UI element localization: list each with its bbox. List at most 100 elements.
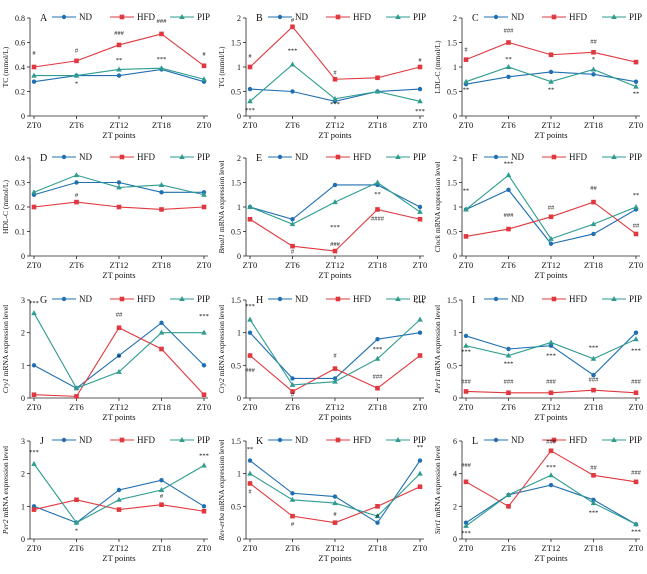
data-point-pip xyxy=(31,72,37,78)
data-point-pip xyxy=(590,221,597,227)
significance-annotation: ## xyxy=(548,204,555,211)
data-point-nd xyxy=(74,180,79,185)
data-point-hfd xyxy=(633,479,639,485)
legend-marker-pip xyxy=(395,296,401,301)
y-tick-label: 2 xyxy=(453,14,457,23)
data-point-hfd xyxy=(375,504,380,509)
y-tick-label: 1.5 xyxy=(447,179,457,188)
significance-annotation: ## xyxy=(590,38,597,45)
significance-annotation: *** xyxy=(546,352,556,359)
panel-g: 0 1 2 3 ZT0 ZT6 ZT12 ZT18 ZT0 ZT points Cry1 mRNA … xyxy=(1,294,211,422)
significance-annotation: ** xyxy=(633,90,640,97)
x-axis-title: ZT points xyxy=(318,130,351,140)
legend-marker-nd xyxy=(277,154,283,160)
data-point-nd xyxy=(290,89,295,94)
legend-label-hfd: HFD xyxy=(137,294,156,304)
data-point-hfd xyxy=(591,50,596,55)
significance-annotation: ### xyxy=(504,379,515,386)
data-point-nd xyxy=(506,74,511,80)
y-axis-title-gene: Sirt1 xyxy=(433,519,442,534)
data-point-pip xyxy=(463,206,469,212)
significance-annotation: *** xyxy=(546,464,556,471)
x-axis-title: ZT points xyxy=(102,553,135,563)
x-tick-label: ZT0 xyxy=(27,260,42,270)
legend-marker-pip xyxy=(179,437,185,442)
x-tick-label: ZT0 xyxy=(459,543,474,553)
significance-annotation: ** xyxy=(463,87,470,94)
significance-annotation: *** xyxy=(415,300,425,307)
legend-marker-hfd xyxy=(119,437,125,443)
data-point-hfd xyxy=(506,390,511,396)
data-point-pip xyxy=(505,352,512,358)
significance-annotation: ### xyxy=(461,462,472,469)
y-tick-label: 2 xyxy=(237,14,241,23)
data-point-nd xyxy=(591,372,596,378)
x-tick-label: ZT12 xyxy=(326,543,345,553)
significance-annotation: *** xyxy=(330,101,340,108)
significance-annotation: # xyxy=(333,69,337,76)
significance-annotation: ### xyxy=(245,367,256,374)
x-tick-label: ZT0 xyxy=(197,120,212,130)
x-tick-label: ZT12 xyxy=(326,260,345,270)
legend-marker-hfd xyxy=(119,154,125,160)
y-tick-label: 1 xyxy=(21,502,25,511)
panel-e: 0 0.5 1 1.5 2 ZT0 ZT6 ZT12 ZT18 ZT0 ZT points Bmal1… xyxy=(217,152,427,280)
legend-label-nd: ND xyxy=(295,294,308,304)
y-tick-label: 1 xyxy=(237,470,241,479)
x-tick-label: ZT12 xyxy=(110,260,129,270)
panel-k: 0 0.5 1 1.5 ZT0 ZT6 ZT12 ZT18 ZT0 ZT points Rev-er… xyxy=(217,435,427,563)
legend-marker-nd xyxy=(493,154,499,160)
legend-label-hfd: HFD xyxy=(353,294,372,304)
legend-label-nd: ND xyxy=(511,435,524,445)
x-tick-label: ZT18 xyxy=(368,402,387,412)
significance-annotation: *** xyxy=(631,528,641,535)
y-axis-title: Clock mRNA expression level xyxy=(433,161,442,252)
significance-annotation: ### xyxy=(114,30,125,37)
significance-annotation: ### xyxy=(504,28,515,35)
significance-annotation: ** xyxy=(505,56,512,63)
y-tick-label: 0 xyxy=(21,535,25,544)
legend-marker-nd xyxy=(493,14,499,20)
legend-label-pip: PIP xyxy=(413,12,426,22)
y-tick-label: 2 xyxy=(237,154,241,163)
y-axis-title-gene: Cry1 xyxy=(1,378,10,393)
data-point-nd xyxy=(247,86,253,92)
significance-annotation: ### xyxy=(631,379,642,386)
x-tick-label: ZT12 xyxy=(542,120,561,130)
y-tick-label: 6 xyxy=(453,437,457,446)
x-tick-label: ZT0 xyxy=(243,120,258,130)
y-axis-title-rest: mRNA expression level xyxy=(433,305,442,379)
y-tick-label: 0.1 xyxy=(15,228,25,237)
y-tick-label: 0 xyxy=(453,394,457,403)
data-point-nd xyxy=(290,217,295,222)
y-axis-title: Bmal1 mRNA expression level xyxy=(217,160,226,253)
y-axis-title: TG (mmol/L) xyxy=(217,46,226,88)
data-point-hfd xyxy=(74,394,79,399)
legend-marker-hfd xyxy=(335,437,341,443)
data-point-hfd xyxy=(159,31,164,37)
data-point-hfd xyxy=(332,366,338,371)
data-point-pip xyxy=(463,78,469,84)
x-tick-label: ZT18 xyxy=(368,543,387,553)
legend-label-nd: ND xyxy=(511,152,524,162)
y-tick-label: 1.5 xyxy=(231,39,241,48)
y-axis-title-gene: Clock xyxy=(433,234,442,252)
y-axis-title-gene: Per2 xyxy=(1,519,10,535)
data-point-nd xyxy=(417,86,423,92)
y-axis-title: Rev-erba mRNA expression level xyxy=(217,439,226,541)
legend-marker-hfd xyxy=(119,296,125,302)
data-point-hfd xyxy=(375,207,380,212)
significance-annotation: ** xyxy=(417,444,424,451)
x-tick-label: ZT0 xyxy=(413,260,428,270)
data-point-nd xyxy=(332,494,338,499)
x-tick-label: ZT6 xyxy=(501,402,516,412)
x-tick-label: ZT0 xyxy=(197,543,212,553)
y-tick-label: 0 xyxy=(21,112,25,121)
data-point-hfd xyxy=(591,473,596,478)
data-point-nd xyxy=(417,204,423,210)
significance-annotation: * xyxy=(75,527,78,534)
data-point-hfd xyxy=(159,346,164,352)
x-tick-label: ZT18 xyxy=(584,543,603,553)
data-point-hfd xyxy=(591,387,596,393)
y-axis-title: Cry1 mRNA expression level xyxy=(1,305,10,394)
